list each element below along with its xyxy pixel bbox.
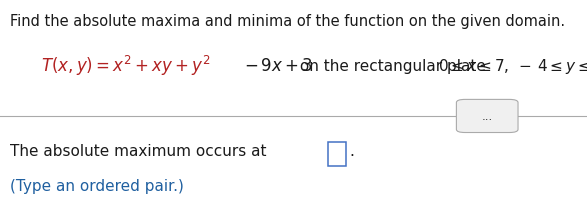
FancyBboxPatch shape: [328, 142, 346, 166]
Text: $-\,9x+3$: $-\,9x+3$: [244, 57, 312, 75]
Text: ...: ...: [481, 110, 493, 123]
Text: $\mathit{T(x,y)=x^2+xy+y^2}$: $\mathit{T(x,y)=x^2+xy+y^2}$: [41, 54, 211, 78]
Text: Find the absolute maxima and minima of the function on the given domain.: Find the absolute maxima and minima of t…: [10, 14, 565, 29]
Text: (Type an ordered pair.): (Type an ordered pair.): [10, 178, 184, 193]
FancyBboxPatch shape: [457, 100, 518, 133]
Text: The absolute maximum occurs at: The absolute maximum occurs at: [10, 143, 266, 158]
Text: on the rectangular plate: on the rectangular plate: [295, 59, 490, 73]
Text: $0\leq x\leq 7,\;-\,4\leq y\leq 0$: $0\leq x\leq 7,\;-\,4\leq y\leq 0$: [438, 56, 587, 75]
Text: .: .: [349, 143, 354, 158]
